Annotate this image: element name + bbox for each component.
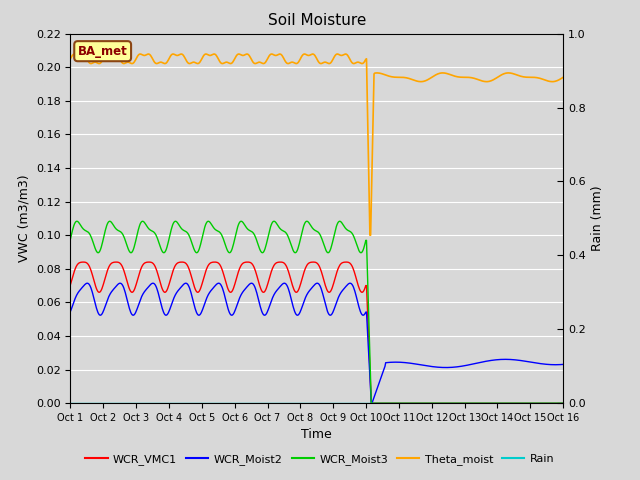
Rain [202, 400, 210, 406]
Theta_moist [76, 52, 84, 58]
WCR_Moist3 [76, 220, 83, 226]
Rain [559, 400, 567, 406]
Theta_moist [366, 232, 374, 238]
Theta_moist [559, 74, 567, 80]
WCR_VMC1 [392, 400, 400, 406]
WCR_Moist3 [378, 400, 385, 406]
Rain [391, 400, 399, 406]
WCR_VMC1 [76, 260, 83, 266]
WCR_Moist3 [67, 236, 74, 242]
WCR_Moist2 [346, 280, 354, 286]
WCR_Moist3 [367, 400, 375, 406]
WCR_VMC1 [203, 265, 211, 271]
WCR_Moist3 [303, 218, 310, 224]
WCR_VMC1 [127, 288, 134, 294]
WCR_VMC1 [79, 259, 87, 265]
WCR_Moist2 [367, 400, 375, 406]
Rain [126, 400, 134, 406]
WCR_Moist2 [176, 286, 184, 291]
Line: WCR_VMC1: WCR_VMC1 [70, 262, 563, 403]
Legend: WCR_VMC1, WCR_Moist2, WCR_Moist3, Theta_moist, Rain: WCR_VMC1, WCR_Moist2, WCR_Moist3, Theta_… [81, 450, 559, 469]
WCR_Moist3 [202, 221, 210, 227]
Theta_moist [177, 51, 184, 57]
Title: Soil Moisture: Soil Moisture [268, 13, 366, 28]
WCR_Moist3 [392, 400, 400, 406]
Rain [67, 400, 74, 406]
X-axis label: Time: Time [301, 429, 332, 442]
Theta_moist [70, 51, 78, 57]
Theta_moist [378, 71, 385, 76]
WCR_VMC1 [378, 400, 385, 406]
Theta_moist [67, 56, 74, 61]
WCR_Moist2 [378, 373, 385, 379]
Rain [76, 400, 83, 406]
WCR_VMC1 [559, 400, 567, 406]
Theta_moist [203, 51, 211, 57]
Theta_moist [392, 74, 400, 80]
WCR_VMC1 [67, 282, 74, 288]
WCR_Moist3 [126, 249, 134, 255]
WCR_Moist2 [559, 361, 567, 367]
Y-axis label: Rain (mm): Rain (mm) [591, 186, 604, 251]
WCR_Moist2 [202, 297, 210, 302]
Text: BA_met: BA_met [78, 45, 127, 58]
Theta_moist [127, 60, 134, 66]
Y-axis label: VWC (m3/m3): VWC (m3/m3) [17, 175, 30, 262]
WCR_VMC1 [367, 400, 375, 406]
WCR_Moist2 [392, 359, 400, 365]
WCR_Moist2 [126, 308, 134, 313]
WCR_VMC1 [177, 259, 184, 265]
WCR_Moist2 [76, 288, 83, 294]
WCR_Moist2 [67, 309, 74, 314]
Line: Theta_moist: Theta_moist [70, 54, 563, 235]
Line: WCR_Moist3: WCR_Moist3 [70, 221, 563, 403]
Rain [376, 400, 384, 406]
WCR_Moist3 [559, 400, 567, 406]
Rain [176, 400, 184, 406]
Line: WCR_Moist2: WCR_Moist2 [70, 283, 563, 403]
WCR_Moist3 [176, 224, 184, 229]
